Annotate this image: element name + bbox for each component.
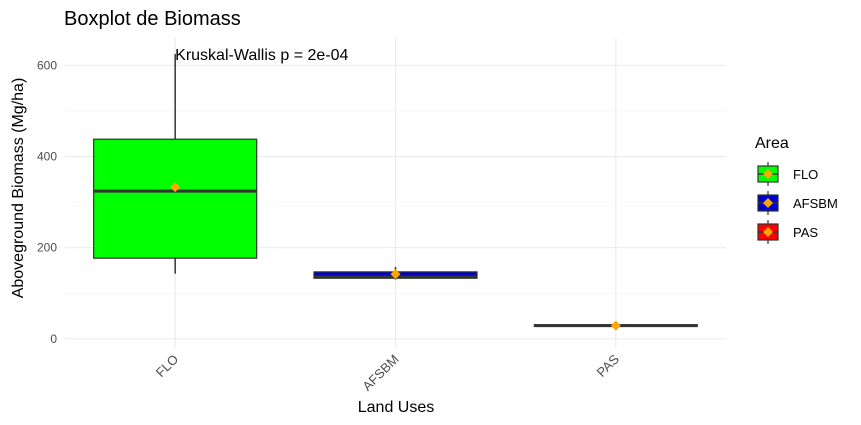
x-axis-title: Land Uses	[358, 399, 435, 416]
chart-title: Boxplot de Biomass	[64, 8, 241, 30]
box-flo	[93, 53, 258, 274]
y-tick-label: 600	[37, 58, 57, 72]
legend-label: PAS	[793, 225, 818, 240]
legend-key-mean	[763, 169, 773, 179]
x-tick-label: PAS	[594, 351, 623, 380]
x-tick-label: FLO	[153, 352, 181, 380]
x-tick-label: AFSBM	[359, 352, 401, 394]
legend-item-pas: PAS	[757, 220, 818, 244]
y-tick-labels: 0 200 400 600	[37, 58, 57, 346]
legend-key-mean	[763, 198, 773, 208]
legend: Area FLO AFSBM PAS	[755, 135, 838, 244]
legend-key-mean	[763, 227, 773, 237]
legend-label: FLO	[793, 167, 818, 182]
y-tick-label: 400	[37, 150, 57, 164]
mean-marker	[610, 320, 621, 331]
kruskal-wallis-annotation: Kruskal-Wallis p = 2e-04	[175, 47, 348, 64]
box-afsbm	[313, 266, 478, 280]
box-pas	[533, 320, 698, 331]
x-tick-labels: FLO AFSBM PAS	[153, 351, 622, 394]
mean-marker	[170, 182, 181, 193]
chart-text: Boxplot de Biomass Kruskal-Wallis p = 2e…	[10, 8, 434, 416]
box-iqr	[93, 138, 258, 259]
legend-item-afsbm: AFSBM	[757, 191, 838, 215]
legend-title: Area	[755, 135, 789, 152]
y-tick-label: 0	[50, 332, 57, 346]
boxes	[93, 53, 698, 331]
legend-label: AFSBM	[793, 196, 838, 211]
y-axis-title: Aboveground Biomass (Mg/ha)	[10, 78, 27, 299]
mean-marker	[390, 269, 401, 280]
y-tick-label: 200	[37, 241, 57, 255]
legend-item-flo: FLO	[757, 162, 818, 186]
